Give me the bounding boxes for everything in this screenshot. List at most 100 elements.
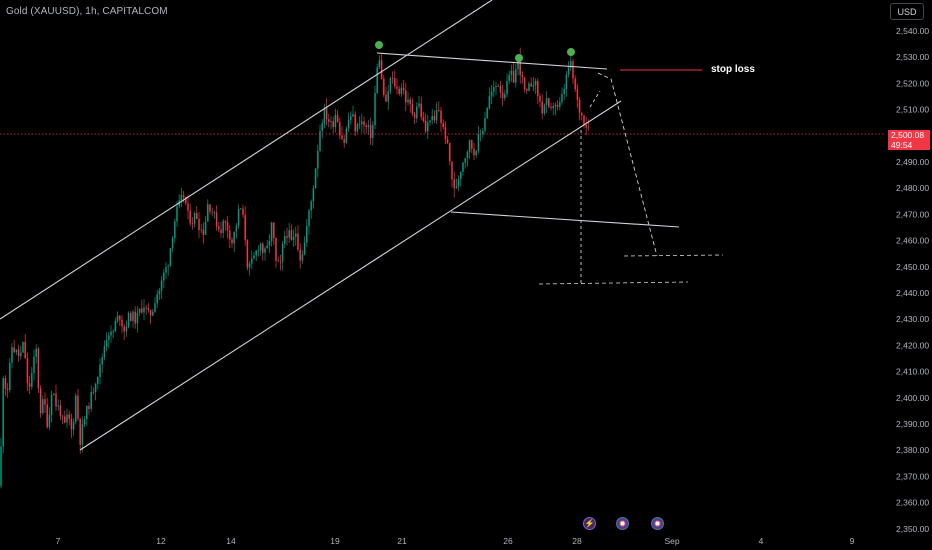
- candle-body: [576, 89, 579, 100]
- candle-body: [427, 122, 429, 132]
- candle-body: [275, 237, 277, 261]
- projection-retest: [589, 90, 601, 108]
- candle-body: [165, 266, 167, 273]
- candle-body: [444, 127, 447, 140]
- candle-body: [288, 230, 290, 238]
- candle-body: [574, 78, 576, 90]
- y-tick-label: 2,360.00: [896, 498, 929, 508]
- lightning-icon[interactable]: ⚡: [583, 517, 596, 530]
- candle-body: [405, 90, 407, 103]
- candle-body: [391, 78, 394, 79]
- candle-body: [77, 395, 79, 419]
- y-tick-label: 2,420.00: [896, 340, 929, 350]
- candle-body: [125, 326, 128, 332]
- candle-body: [213, 212, 216, 214]
- x-tick-label: 26: [503, 536, 513, 546]
- candle-body: [499, 85, 502, 93]
- currency-button[interactable]: USD: [890, 3, 924, 20]
- candle-body: [321, 123, 323, 131]
- candle-body: [99, 364, 101, 378]
- candle-body: [530, 83, 532, 87]
- symbol-title: Gold (XAUUSD), 1h, CAPITALCOM: [6, 6, 168, 17]
- candle-body: [504, 94, 506, 99]
- candle-body: [46, 404, 48, 428]
- y-tick-label: 2,440.00: [896, 288, 929, 298]
- candle-body: [26, 358, 29, 384]
- candle-body: [440, 110, 442, 124]
- candle-body: [240, 208, 242, 210]
- current-price-badge: 2,500.08 49:54: [888, 130, 930, 150]
- candle-body: [209, 204, 211, 212]
- candle-body: [341, 135, 343, 140]
- candle-body: [325, 107, 328, 120]
- candle-body: [460, 171, 462, 179]
- x-tick-label: 14: [226, 536, 236, 546]
- candle-body: [446, 139, 449, 143]
- candle-body: [64, 416, 66, 423]
- candle-body: [70, 418, 73, 430]
- y-tick-label: 2,450.00: [896, 262, 929, 272]
- candle-body: [449, 142, 451, 162]
- candle-body: [81, 424, 84, 445]
- candle-body: [182, 195, 185, 198]
- candle-body: [378, 60, 381, 68]
- us-flag-icon[interactable]: [651, 517, 664, 530]
- y-tick-label: 2,380.00: [896, 445, 929, 455]
- candle-body: [473, 148, 475, 156]
- candle-body: [246, 240, 249, 268]
- candle-body: [565, 74, 568, 90]
- candle-body: [299, 249, 301, 261]
- candle-body: [42, 399, 44, 414]
- candle-body: [163, 272, 165, 281]
- y-tick-label: 2,430.00: [896, 314, 929, 324]
- candle-body: [211, 211, 213, 213]
- candle-body: [409, 99, 411, 104]
- candle-body: [545, 98, 548, 105]
- candle-body: [336, 114, 339, 123]
- candle-body: [130, 313, 132, 321]
- candle-body: [301, 254, 304, 261]
- candle-body: [356, 124, 359, 132]
- candle-body: [526, 89, 528, 91]
- y-tick-label: 2,390.00: [896, 419, 929, 429]
- y-tick-label: 2,400.00: [896, 393, 929, 403]
- candle-body: [515, 69, 517, 83]
- y-tick-label: 2,490.00: [896, 157, 929, 167]
- candle-body: [295, 233, 297, 237]
- y-tick-label: 2,520.00: [896, 78, 929, 88]
- candle-body: [191, 223, 194, 225]
- candle-body: [398, 88, 400, 94]
- candle-body: [543, 104, 546, 114]
- candle-body: [152, 311, 154, 316]
- candle-body: [310, 201, 312, 211]
- candle-body: [464, 158, 466, 163]
- candle-body: [244, 215, 246, 241]
- x-tick-label: 7: [56, 536, 61, 546]
- candle-body: [235, 225, 238, 232]
- candle-body: [363, 121, 365, 126]
- candle-body: [354, 114, 356, 132]
- candle-body: [559, 102, 561, 108]
- candle-body: [402, 87, 405, 91]
- candle-body: [413, 113, 416, 119]
- candle-body: [330, 121, 332, 123]
- candle-body: [442, 123, 444, 128]
- candle-body: [251, 258, 253, 264]
- projection-path: [597, 72, 658, 257]
- candle-body: [431, 115, 433, 121]
- candle-body: [306, 226, 308, 243]
- us-flag-icon[interactable]: [616, 517, 629, 530]
- candle-body: [50, 394, 53, 415]
- candle-body: [411, 103, 414, 114]
- target-line-1: [623, 254, 724, 257]
- candle-body: [110, 331, 112, 336]
- candle-body: [101, 357, 103, 365]
- candle-body: [180, 195, 183, 201]
- candle-body: [174, 221, 176, 238]
- candle-body: [86, 405, 88, 420]
- target-line-2: [538, 281, 689, 285]
- candle-body: [550, 106, 552, 109]
- candle-body: [264, 248, 266, 253]
- candle-body: [367, 125, 370, 128]
